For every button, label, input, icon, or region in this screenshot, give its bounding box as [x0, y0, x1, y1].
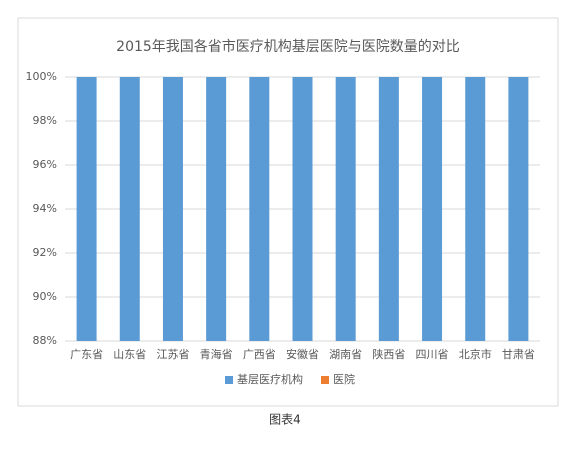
x-tick-label: 山东省 — [113, 348, 146, 361]
legend-swatch — [225, 376, 233, 384]
bar-segment — [335, 77, 356, 341]
bar-segment — [162, 77, 183, 341]
x-tick-label: 甘肃省 — [502, 348, 535, 361]
y-tick-label: 96% — [33, 158, 57, 171]
y-tick-label: 90% — [33, 290, 57, 303]
x-tick-label: 四川省 — [416, 348, 449, 361]
bar-segment — [378, 77, 399, 341]
bar-segment — [249, 77, 270, 341]
legend-label: 基层医疗机构 — [237, 372, 303, 386]
bar-segment — [508, 77, 529, 341]
y-tick-label: 92% — [33, 246, 57, 259]
x-tick-label: 广东省 — [70, 348, 103, 361]
bar-segment — [465, 77, 486, 341]
bar-segment — [292, 77, 313, 341]
legend-label: 医院 — [333, 372, 355, 386]
x-tick-label: 湖南省 — [329, 348, 362, 361]
x-tick-label: 江苏省 — [156, 348, 189, 361]
chart-title: 2015年我国各省市医疗机构基层医院与医院数量的对比 — [116, 38, 460, 55]
legend-swatch — [321, 376, 329, 384]
bar-segment — [206, 77, 227, 341]
x-tick-label: 陕西省 — [372, 347, 405, 361]
x-tick-label: 广西省 — [243, 348, 276, 361]
bar-segment — [422, 77, 443, 341]
bar-segment — [119, 77, 140, 341]
y-tick-label: 98% — [33, 114, 57, 127]
y-tick-label: 88% — [33, 334, 57, 347]
bar-segment — [76, 77, 97, 341]
y-tick-label: 94% — [33, 202, 57, 215]
y-tick-label: 100% — [26, 70, 57, 83]
x-tick-label: 青海省 — [200, 347, 233, 361]
caption: 图表4 — [269, 413, 301, 427]
x-tick-label: 北京市 — [459, 347, 492, 361]
x-tick-label: 安徽省 — [286, 347, 319, 361]
